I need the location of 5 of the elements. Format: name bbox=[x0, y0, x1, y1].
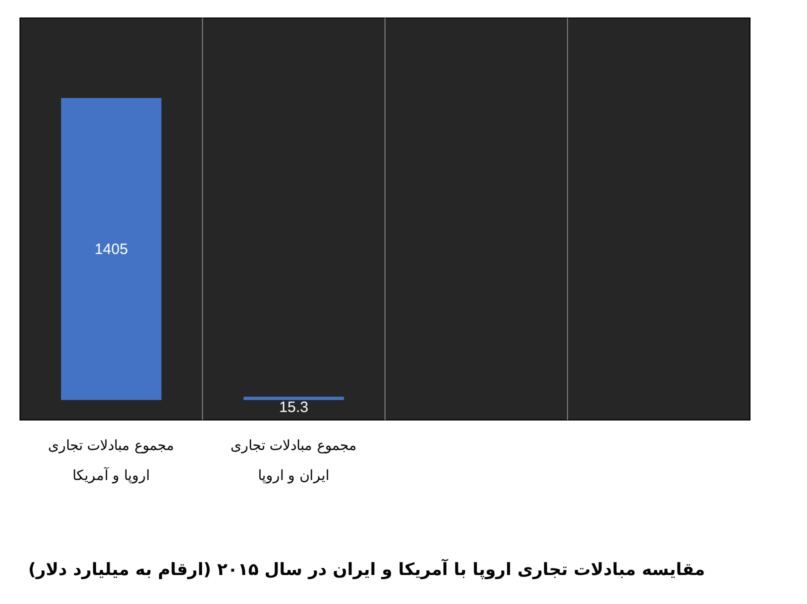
x-tick-label: مجموع مبادلات تجاری ایران و اروپا bbox=[230, 438, 358, 484]
text: مقایسه مبادلات تجاری اروپا با آمریکا و ایران در سال ۲۰۱۵ (ارقام به میلیارد دلار) bbox=[28, 558, 705, 580]
x-tick-label: مجموع مبادلات تجاری اروپا و آمریکا bbox=[48, 438, 175, 484]
data-label: 1405 bbox=[94, 241, 128, 258]
data-label: 15.3 bbox=[279, 399, 308, 416]
